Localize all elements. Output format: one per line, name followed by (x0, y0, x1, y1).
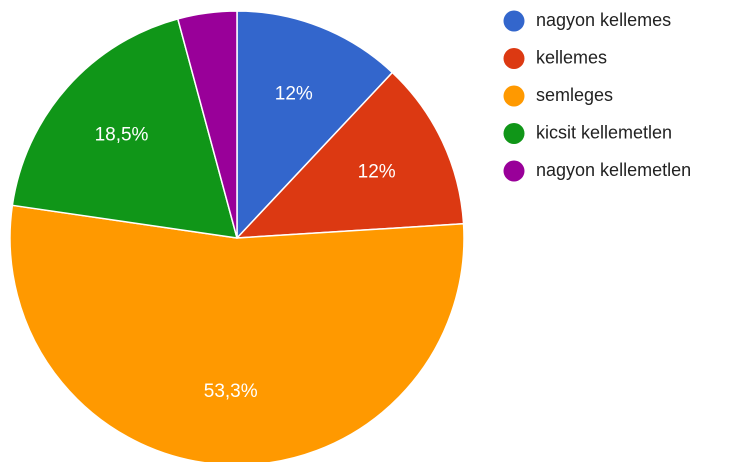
pie-slices (9, 10, 465, 462)
pie-data-label: 18,5% (95, 125, 149, 146)
legend-swatch (503, 85, 525, 107)
pie-slice-semleges (9, 204, 465, 462)
pie-slice-kellemes (236, 71, 465, 239)
pie-slice-nagyon-kellemetlen (177, 10, 238, 239)
legend-label: kicsit kellemetlen (536, 122, 672, 142)
legend-label: nagyon kellemes (536, 10, 671, 30)
pie-data-label: 12% (275, 84, 313, 105)
legend-item: nagyon kellemes (503, 10, 671, 32)
legend-swatch (503, 123, 525, 144)
pie-data-labels: 12% 12% 53,3% 18,5% (95, 84, 396, 403)
pie-slice-nagyon-kellemes (236, 10, 394, 239)
legend-label: semleges (536, 85, 613, 105)
legend-item: kicsit kellemetlen (503, 122, 672, 144)
pie-data-label: 12% (358, 161, 396, 182)
legend-item: kellemes (503, 47, 607, 69)
pie-slice-kicsit-kellemetlen (11, 18, 238, 239)
legend-swatch (503, 160, 525, 182)
legend-label: nagyon kellemetlen (536, 160, 691, 180)
legend-item: semleges (503, 85, 613, 107)
legend: nagyon kellemes kellemes semleges kicsit ke… (503, 10, 691, 182)
legend-swatch (503, 10, 525, 32)
pie-data-label: 53,3% (204, 381, 258, 402)
legend-item: nagyon kellemetlen (503, 160, 691, 182)
legend-swatch (503, 48, 525, 69)
legend-label: kellemes (536, 47, 607, 67)
